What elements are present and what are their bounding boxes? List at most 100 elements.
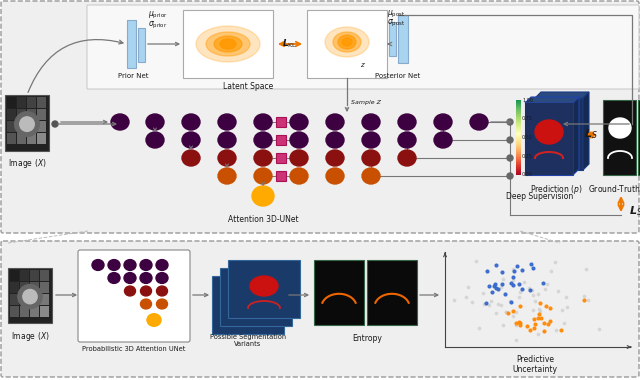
Point <box>530 321 540 327</box>
Ellipse shape <box>290 132 308 148</box>
Bar <box>20 270 29 281</box>
FancyBboxPatch shape <box>1 1 639 233</box>
Bar <box>516 125 521 126</box>
Text: 0.25: 0.25 <box>522 154 533 159</box>
Point <box>482 268 492 274</box>
Bar <box>276 117 286 127</box>
Bar <box>516 123 521 124</box>
Ellipse shape <box>108 272 120 283</box>
Point <box>526 261 536 267</box>
Bar <box>138 28 145 62</box>
Bar <box>516 122 521 123</box>
Bar <box>516 126 521 127</box>
Point <box>579 298 589 304</box>
Point <box>511 309 521 315</box>
Bar <box>516 101 521 102</box>
Point <box>514 280 524 287</box>
Ellipse shape <box>362 150 380 166</box>
Text: Latent Space: Latent Space <box>223 82 273 91</box>
Bar <box>516 135 521 136</box>
Point <box>509 268 519 274</box>
Bar <box>17 121 26 132</box>
Ellipse shape <box>254 150 272 166</box>
Point <box>581 266 591 272</box>
Point <box>471 258 481 264</box>
Ellipse shape <box>141 286 152 296</box>
Bar <box>20 294 29 305</box>
Ellipse shape <box>326 114 344 130</box>
Bar <box>389 22 396 56</box>
Text: $\sigma_{\rm prior}$: $\sigma_{\rm prior}$ <box>148 20 168 31</box>
Ellipse shape <box>206 32 250 56</box>
Bar <box>516 164 521 165</box>
Bar <box>516 165 521 166</box>
Point <box>486 288 497 294</box>
Point <box>532 291 543 297</box>
Point <box>500 291 510 297</box>
Point <box>493 287 504 293</box>
Bar <box>10 270 19 281</box>
Bar <box>516 119 521 120</box>
Bar <box>276 171 286 181</box>
Ellipse shape <box>214 36 242 52</box>
Bar <box>516 120 521 121</box>
Text: $\boldsymbol{L}_S$: $\boldsymbol{L}_S$ <box>584 127 598 141</box>
Bar <box>17 97 26 108</box>
Bar <box>516 154 521 155</box>
Bar <box>276 135 286 145</box>
Circle shape <box>20 117 35 131</box>
Ellipse shape <box>124 260 136 271</box>
Bar <box>30 270 39 281</box>
Point <box>545 305 556 311</box>
Circle shape <box>276 138 280 141</box>
Point <box>538 280 548 286</box>
Text: $\mu_{\rm post}$: $\mu_{\rm post}$ <box>387 9 405 20</box>
Bar <box>638 100 640 175</box>
Point <box>461 294 471 301</box>
Point <box>481 300 491 306</box>
Text: $\sigma_{\rm post}$: $\sigma_{\rm post}$ <box>387 18 405 29</box>
Text: Sample Z: Sample Z <box>351 100 381 105</box>
Point <box>545 318 555 325</box>
Polygon shape <box>583 92 589 170</box>
Bar <box>516 128 521 129</box>
Ellipse shape <box>470 114 488 130</box>
Ellipse shape <box>146 132 164 148</box>
Point <box>525 326 535 332</box>
Bar <box>516 152 521 153</box>
Ellipse shape <box>220 39 236 49</box>
Point <box>541 303 552 309</box>
Polygon shape <box>525 97 579 103</box>
Ellipse shape <box>326 168 344 184</box>
Point <box>497 269 507 275</box>
Ellipse shape <box>398 150 416 166</box>
Bar <box>516 106 521 107</box>
Ellipse shape <box>254 114 272 130</box>
Point <box>561 294 572 300</box>
Text: 0.50: 0.50 <box>522 135 533 140</box>
Bar <box>228 260 300 318</box>
Text: Attention 3D-UNet: Attention 3D-UNet <box>228 215 298 224</box>
Point <box>522 323 532 329</box>
Bar <box>40 282 49 293</box>
Point <box>529 298 540 304</box>
Bar <box>27 109 36 120</box>
Ellipse shape <box>252 186 274 206</box>
Bar <box>516 142 521 143</box>
Bar <box>516 159 521 160</box>
Bar <box>30 294 39 305</box>
Bar <box>516 107 521 108</box>
Point <box>535 308 545 314</box>
Ellipse shape <box>157 286 168 296</box>
Ellipse shape <box>290 114 308 130</box>
Bar <box>516 167 521 168</box>
Ellipse shape <box>218 168 236 184</box>
Bar <box>516 114 521 115</box>
Point <box>492 262 502 268</box>
Bar <box>10 282 19 293</box>
Point <box>534 306 544 312</box>
Text: Image $(X)$: Image $(X)$ <box>11 330 49 343</box>
Point <box>467 299 477 305</box>
Bar <box>212 276 284 334</box>
Bar <box>516 153 521 154</box>
